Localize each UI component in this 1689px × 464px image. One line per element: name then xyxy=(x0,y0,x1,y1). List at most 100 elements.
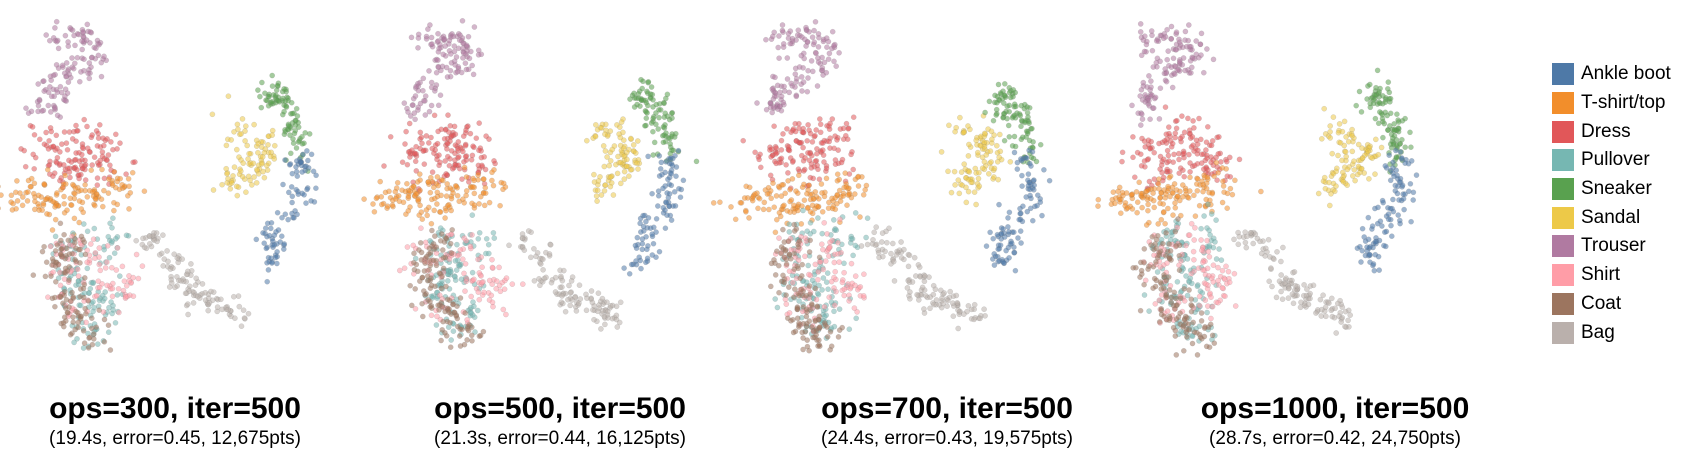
scatter-point xyxy=(791,266,798,272)
scatter-point xyxy=(669,162,676,169)
scatter-point xyxy=(1153,38,1160,44)
scatter-point xyxy=(242,123,249,129)
scatter-point xyxy=(265,103,272,109)
scatter-point xyxy=(271,156,278,162)
scatter-point xyxy=(1185,37,1191,44)
scatter-point xyxy=(875,249,882,256)
scatter-point xyxy=(73,122,79,129)
scatter-point xyxy=(597,124,604,131)
scatter-point xyxy=(441,239,448,245)
scatter-point xyxy=(799,88,805,94)
scatter-point xyxy=(223,142,230,149)
scatter-point xyxy=(660,185,666,192)
legend-item: Pullover xyxy=(1552,146,1671,175)
scatter-point xyxy=(58,246,65,252)
scatter-point xyxy=(1166,124,1172,130)
scatter-point xyxy=(1012,143,1019,150)
scatter-point xyxy=(666,203,673,209)
scatter-point xyxy=(1385,127,1391,133)
scatter-point xyxy=(475,289,482,295)
scatter-point xyxy=(381,163,387,169)
scatter-point xyxy=(1407,180,1414,187)
scatter-point xyxy=(94,182,101,188)
scatter-point xyxy=(459,176,465,182)
scatter-point xyxy=(61,292,67,299)
scatter-point xyxy=(119,181,125,188)
scatter-point xyxy=(133,237,139,244)
scatter-point xyxy=(1359,225,1366,232)
scatter-point xyxy=(53,132,60,139)
scatter-point xyxy=(444,146,450,152)
scatter-point xyxy=(1342,308,1349,315)
scatter-point xyxy=(1371,267,1378,274)
scatter-point xyxy=(981,158,988,165)
scatter-point xyxy=(1222,293,1228,300)
scatter-point xyxy=(85,145,91,151)
scatter-point xyxy=(774,216,780,223)
scatter-point xyxy=(780,131,786,137)
scatter-point xyxy=(540,256,546,263)
scatter-point xyxy=(435,64,442,71)
scatter-point xyxy=(941,290,947,296)
scatter-point xyxy=(53,259,59,266)
scatter-point xyxy=(1194,160,1201,167)
scatter-point xyxy=(69,55,75,61)
scatter-point xyxy=(1294,283,1301,290)
scatter-point xyxy=(1145,201,1151,208)
scatter-point xyxy=(1191,268,1197,274)
scatter-point xyxy=(268,219,275,226)
scatter-point xyxy=(132,159,138,165)
scatter-point xyxy=(1209,190,1216,197)
scatter-point xyxy=(825,56,832,63)
scatter-point xyxy=(1350,173,1356,179)
scatter-point xyxy=(242,138,248,144)
scatter-point xyxy=(811,27,817,34)
scatter-point xyxy=(1160,201,1166,207)
scatter-point xyxy=(786,89,793,96)
scatter-point xyxy=(1011,101,1018,107)
scatter-point xyxy=(481,202,488,209)
scatter-point xyxy=(963,199,970,206)
scatter-point xyxy=(1185,115,1191,122)
scatter-point xyxy=(433,322,440,328)
panel-title-3: ops=700, iter=500 xyxy=(821,392,1073,425)
scatter-point xyxy=(1339,157,1345,164)
scatter-point xyxy=(653,101,660,108)
scatter-point xyxy=(1372,92,1378,99)
scatter-point xyxy=(1376,99,1382,105)
scatter-point xyxy=(42,273,49,280)
scatter-point xyxy=(774,304,781,311)
scatter-point xyxy=(787,209,793,215)
scatter-point xyxy=(1201,325,1208,332)
scatter-point xyxy=(795,290,801,297)
scatter-point xyxy=(1379,115,1386,122)
scatter-point xyxy=(272,254,279,261)
scatter-point xyxy=(101,142,107,149)
scatter-point xyxy=(214,304,221,310)
scatter-point xyxy=(59,141,65,147)
scatter-point xyxy=(460,50,467,56)
scatter-point xyxy=(636,254,643,261)
scatter-point xyxy=(105,322,112,329)
scatter-point xyxy=(410,242,417,249)
scatter-point xyxy=(1039,212,1045,219)
scatter-point xyxy=(1213,159,1220,166)
scatter-point xyxy=(803,313,810,320)
scatter-point xyxy=(81,116,87,123)
scatter-point xyxy=(617,134,624,141)
scatter-point xyxy=(430,257,437,264)
scatter-point xyxy=(1386,96,1392,102)
scatter-point xyxy=(57,149,63,155)
scatter-point xyxy=(1335,300,1341,307)
scatter-point xyxy=(1338,319,1344,325)
scatter-point xyxy=(475,172,481,178)
scatter-point xyxy=(246,150,252,157)
scatter-point xyxy=(795,27,802,34)
scatter-point xyxy=(1204,46,1210,52)
scatter-point xyxy=(771,256,777,263)
scatter-point xyxy=(806,127,812,133)
scatter-point xyxy=(478,51,485,58)
scatter-point xyxy=(1337,140,1344,146)
scatter-point xyxy=(121,278,128,285)
scatter-point xyxy=(452,258,459,264)
